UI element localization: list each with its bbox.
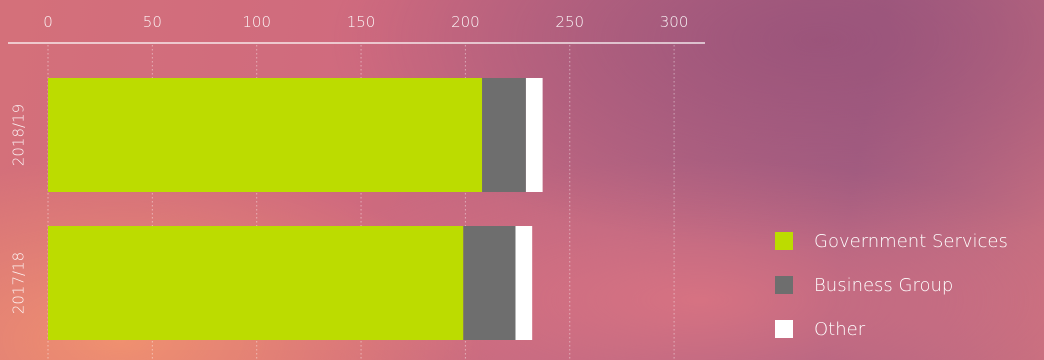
x-tick-label: 50	[143, 13, 162, 31]
bar-segment-business-group	[482, 78, 526, 192]
legend-label: Government Services	[814, 230, 1008, 252]
legend-swatch-other	[775, 320, 793, 338]
bars	[48, 78, 543, 340]
bar-segment-business-group	[463, 226, 516, 340]
legend-item-other: Other	[775, 318, 1044, 340]
x-tick-label: 0	[43, 13, 53, 31]
x-axis-ticks: 0 50 100 150 200 250 300	[43, 13, 688, 31]
legend-label: Business Group	[814, 274, 954, 296]
bar-segment-government-services	[48, 78, 483, 192]
category-label: 2018/19	[10, 104, 28, 166]
legend: Government Services Business Group Other	[775, 230, 1044, 360]
legend-swatch-government-services	[775, 232, 793, 250]
legend-label: Other	[814, 318, 866, 340]
bar-segment-other	[515, 226, 533, 340]
legend-swatch-business-group	[775, 276, 793, 294]
bar-segment-government-services	[48, 226, 464, 340]
x-tick-label: 150	[347, 13, 376, 31]
legend-item-government-services: Government Services	[775, 230, 1044, 252]
bar-segment-other	[525, 78, 543, 192]
category-label: 2017/18	[10, 252, 28, 314]
x-tick-label: 300	[660, 13, 689, 31]
x-tick-label: 200	[451, 13, 480, 31]
legend-item-business-group: Business Group	[775, 274, 1044, 296]
x-tick-label: 100	[242, 13, 271, 31]
category-labels: 2018/19 2017/18	[10, 104, 28, 314]
x-tick-label: 250	[555, 13, 584, 31]
